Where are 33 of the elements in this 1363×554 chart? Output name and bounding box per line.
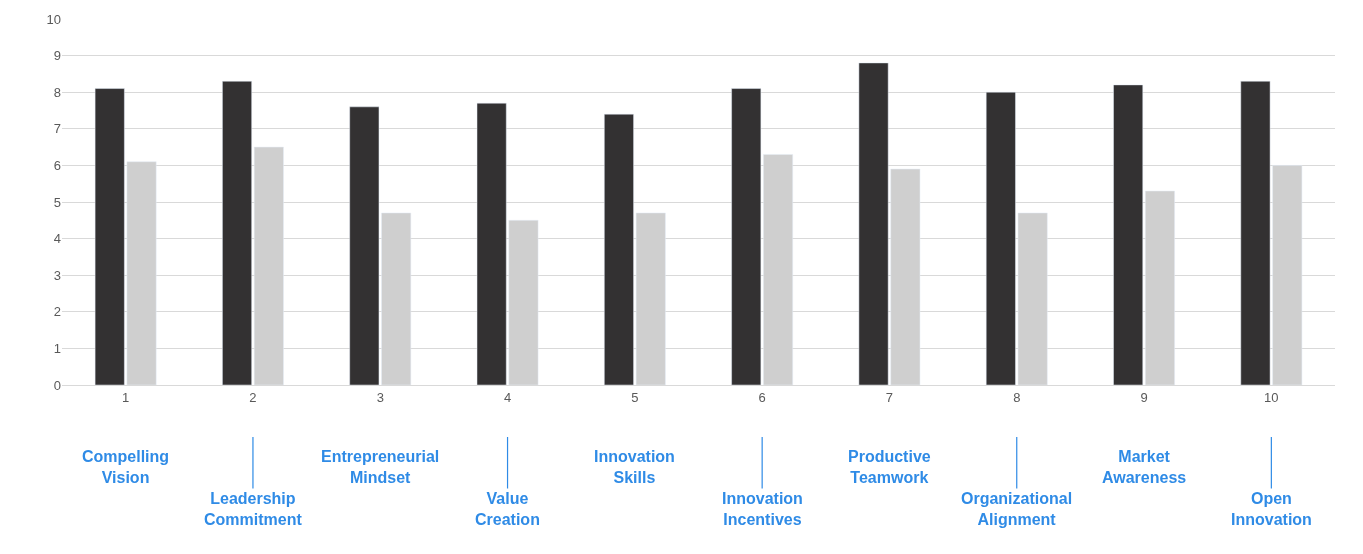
text: Market Awareness: [1102, 448, 1187, 486]
y-tick-label: 1: [53, 340, 61, 356]
y-tick-label: 9: [53, 48, 61, 64]
x-tick-label: 9: [1140, 389, 1148, 405]
bar: [1113, 84, 1144, 385]
text: Organizational Alignment: [961, 490, 1073, 528]
text: Innovation Incentives: [722, 490, 803, 528]
x-tick-label: 7: [885, 389, 894, 405]
y-tick-label: 4: [53, 231, 61, 247]
y-tick-label: 5: [53, 194, 61, 210]
x-tick-label: 10: [1264, 389, 1279, 405]
y-tick-label: 10: [46, 11, 61, 27]
y-tick-label: 2: [53, 304, 61, 320]
text: Leadership Commitment: [204, 490, 303, 528]
text: Innovation Skills: [594, 448, 675, 486]
y-tick-label: 8: [53, 84, 61, 100]
y-tick-label: 3: [53, 267, 61, 283]
text: Entrepreneurial Mindset: [321, 448, 440, 486]
x-tick-label: 2: [249, 389, 257, 405]
y-tick-label: 7: [53, 121, 61, 137]
x-tick-label: 3: [376, 389, 384, 405]
y-tick-label: 0: [53, 377, 61, 393]
x-tick-label: 4: [503, 389, 512, 405]
x-tick-label: 6: [758, 389, 766, 405]
x-tick-label: 1: [122, 389, 130, 405]
x-tick-label: 5: [631, 389, 639, 405]
y-tick-label: 6: [53, 157, 61, 173]
text: Value Creation: [475, 490, 540, 528]
text: Open Innovation: [1231, 490, 1312, 528]
bar: [222, 80, 252, 385]
text: Compelling Vision: [82, 448, 170, 486]
text: Productive Teamwork: [848, 448, 931, 486]
x-tick-label: 8: [1013, 389, 1021, 405]
